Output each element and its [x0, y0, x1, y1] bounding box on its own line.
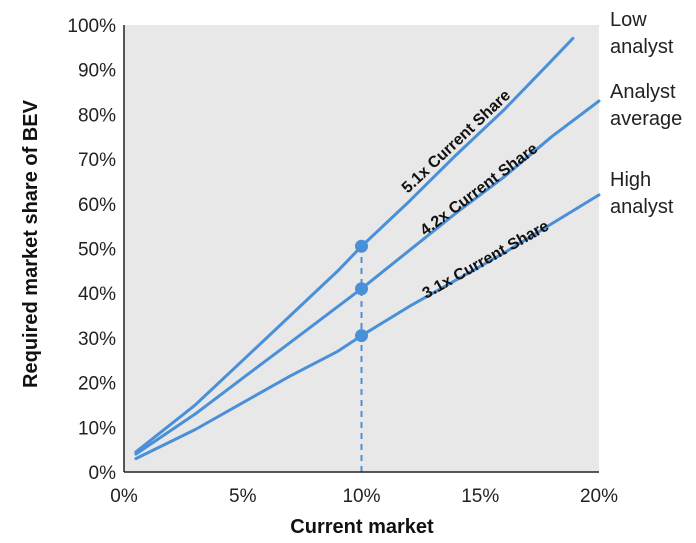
y-tick-label: 100%	[67, 16, 116, 37]
y-tick-label: 50%	[78, 240, 116, 261]
x-tick-label: 10%	[342, 486, 380, 507]
y-tick-labels: 0% 10% 20% 30% 40% 50% 60% 70% 80% 90% 100%	[67, 16, 116, 484]
y-tick-label: 10%	[78, 418, 116, 439]
y-tick-label: 30%	[78, 329, 116, 350]
x-tick-labels: 0% 5% 10% 15% 20%	[110, 486, 618, 507]
x-tick-label: 20%	[580, 486, 618, 507]
x-tick-label: 5%	[229, 486, 257, 507]
y-tick-label: 90%	[78, 61, 116, 82]
x-tick-label: 0%	[110, 486, 138, 507]
data-marker-2	[355, 282, 368, 296]
y-tick-label: 20%	[78, 374, 116, 395]
y-axis-title: Required market share of BEV	[20, 99, 42, 388]
data-marker-1	[355, 239, 368, 253]
series-side-labels: Low analyst Analyst average High analyst	[610, 9, 682, 218]
y-tick-label: 70%	[78, 150, 116, 171]
series-name-1: Low analyst	[610, 9, 674, 58]
y-tick-label: 40%	[78, 284, 116, 305]
y-tick-label: 60%	[78, 195, 116, 216]
x-tick-label: 15%	[461, 486, 499, 507]
series-name-3: High analyst	[610, 169, 674, 218]
series-name-2: Analyst average	[610, 81, 682, 130]
data-marker-3	[355, 329, 368, 343]
data-markers	[355, 239, 368, 343]
y-tick-label: 80%	[78, 105, 116, 126]
y-tick-label: 0%	[89, 463, 117, 484]
x-axis-title: Current market	[290, 516, 434, 538]
